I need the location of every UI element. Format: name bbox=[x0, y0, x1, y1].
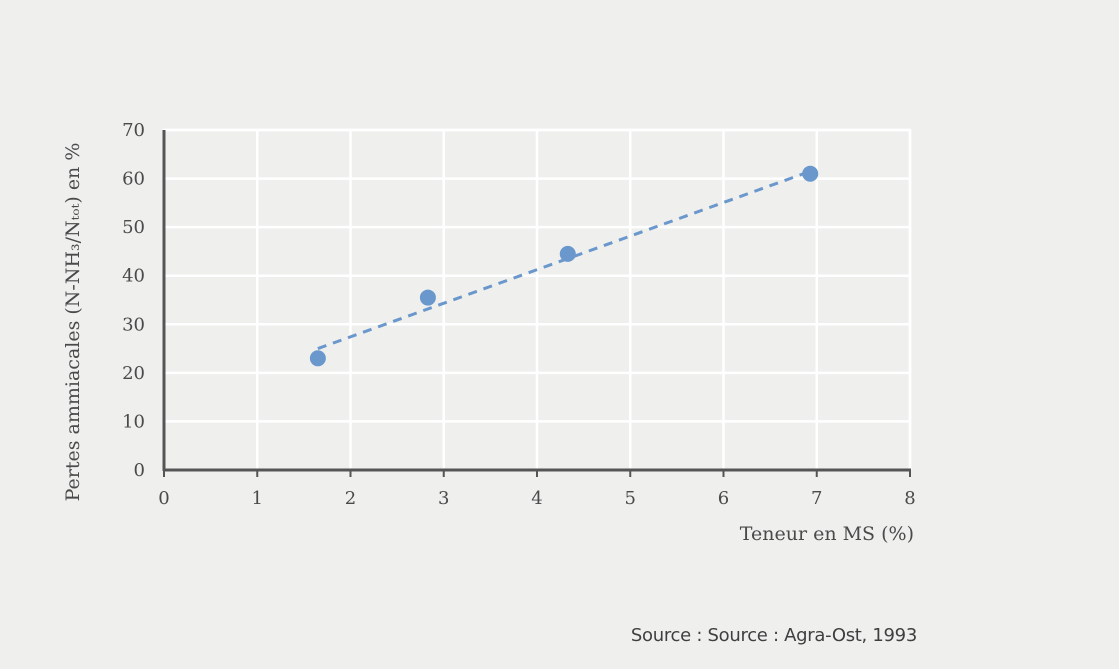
y-tick-label: 20 bbox=[122, 363, 145, 384]
x-tick-label: 3 bbox=[438, 488, 449, 509]
grid bbox=[162, 128, 912, 472]
data-points bbox=[309, 165, 819, 367]
y-tick-label: 50 bbox=[122, 217, 145, 238]
data-point bbox=[802, 165, 819, 182]
y-tick-labels: 0 10 20 30 40 50 60 70 bbox=[122, 120, 145, 481]
x-tick-label: 6 bbox=[718, 488, 729, 509]
y-tick-label: 40 bbox=[122, 266, 145, 287]
x-axis-title: Teneur en MS (%) bbox=[740, 523, 914, 545]
x-tick-label: 7 bbox=[811, 488, 822, 509]
y-tick-label: 0 bbox=[134, 460, 145, 481]
x-tick-label: 1 bbox=[252, 488, 263, 509]
x-tick-label: 8 bbox=[904, 488, 915, 509]
x-tick-label: 0 bbox=[158, 488, 169, 509]
y-tick-label: 70 bbox=[122, 120, 145, 141]
data-point bbox=[309, 350, 326, 367]
y-tick-label: 10 bbox=[122, 411, 145, 432]
x-tick-label: 5 bbox=[625, 488, 636, 509]
source-note: Source : Source : Agra-Ost, 1993 bbox=[630, 625, 917, 646]
x-tick-labels: 0 1 2 3 4 5 6 7 8 bbox=[158, 488, 915, 509]
axes bbox=[162, 130, 911, 477]
y-axis-title: Pertes ammiacales (N-NH₃/Nₜₒₜ) en % bbox=[62, 143, 84, 502]
y-tick-label: 30 bbox=[122, 314, 145, 335]
data-point bbox=[559, 245, 576, 262]
x-tick-label: 2 bbox=[345, 488, 356, 509]
y-tick-label: 60 bbox=[122, 169, 145, 190]
data-point bbox=[419, 289, 436, 306]
x-tick-label: 4 bbox=[531, 488, 542, 509]
